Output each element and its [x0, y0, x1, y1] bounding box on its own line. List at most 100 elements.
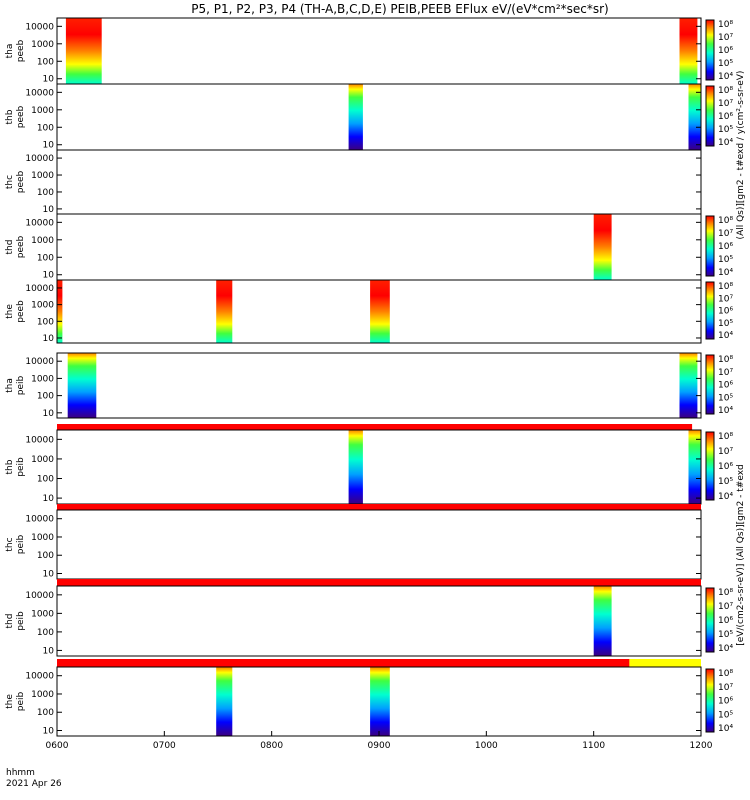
spectrogram-segment	[348, 430, 363, 504]
colorbar-units-peib: [eV/(cm2-s-sr-eV)] (All Qs)][gm2 - t#exd	[736, 464, 746, 646]
y-tick-label: 100	[37, 475, 54, 485]
colorbar-tick-label: 10⁵	[718, 125, 733, 135]
colorbar-tick-label: 10⁶	[718, 112, 733, 122]
panel-frame	[56, 429, 702, 505]
panel-thb_peib: 10000 1000 100 10 thb peib 10⁸ 10⁷ 10⁶ 10⁵ 10⁴	[5, 429, 733, 510]
panel-the_peib: 10000 1000 100 10 the peib 10⁸ 10⁷ 10⁶ 10⁵ 10⁴	[5, 666, 733, 737]
colorbar	[705, 354, 715, 415]
colorbar-tick-label: 10⁶	[718, 46, 733, 56]
y-tick-label: 10000	[25, 515, 54, 525]
colorbar-tick-label: 10⁵	[718, 710, 733, 720]
y-tick-label: 10	[43, 75, 55, 85]
colorbar-tick-label: 10⁴	[718, 406, 733, 416]
panel-tha_peeb: 10000 1000 100 10 tha peeb 10⁸ 10⁷ 10⁶ 10⁵ 10⁴	[5, 17, 733, 85]
colorbar-tick-label: 10⁷	[718, 229, 733, 239]
panel-type-label: peeb	[16, 105, 26, 128]
spectrogram-segment	[688, 84, 701, 150]
colorbar-tick-label: 10⁷	[718, 33, 733, 43]
colorbar-tick-label: 10⁵	[718, 393, 733, 403]
panel-probe-label: thd	[5, 614, 15, 629]
y-tick-label: 10000	[25, 22, 54, 32]
spectrogram-segment	[370, 280, 390, 343]
y-tick-label: 10000	[25, 218, 54, 228]
colorbar-tick-label: 10⁵	[718, 630, 733, 640]
y-tick-label: 1000	[31, 374, 54, 384]
spectrogram-segment	[593, 214, 612, 280]
y-tick-label: 10000	[25, 672, 54, 682]
x-tick-label: 1200	[690, 741, 713, 751]
colorbar-tick-label: 10⁴	[718, 72, 733, 82]
colorbar-tick-label: 10⁴	[718, 644, 733, 654]
panel-frame	[56, 83, 702, 151]
panel-tha_peib: 10000 1000 100 10 tha peib 10⁸ 10⁷ 10⁶ 10⁵ 10⁴	[5, 352, 733, 430]
panel-type-label: peeb	[16, 170, 26, 193]
time-axis-unit-label: hhmm	[6, 768, 35, 778]
colorbar	[705, 281, 715, 340]
panel-frame	[56, 279, 702, 344]
spectrogram-segment	[57, 280, 63, 343]
y-tick-label: 10	[43, 494, 55, 504]
spectrogram-segment	[688, 430, 701, 504]
y-tick-label: 1000	[31, 236, 54, 246]
spectrogram-segment	[216, 280, 233, 343]
y-tick-label: 1000	[31, 609, 54, 619]
mode-bar-segment	[57, 659, 630, 667]
spectrogram-segment	[67, 353, 97, 418]
mode-bar-segment	[57, 579, 701, 586]
y-tick-label: 100	[37, 551, 54, 561]
colorbar-tick-label: 10⁵	[718, 319, 733, 329]
colorbar-tick-label: 10⁶	[718, 697, 733, 707]
x-tick-label: 1000	[475, 741, 498, 751]
y-tick-label: 10000	[25, 435, 54, 445]
spectrogram-segment	[370, 667, 390, 736]
colorbar-tick-label: 10⁶	[718, 242, 733, 252]
spectrogram-segment	[593, 586, 612, 656]
panel-probe-label: thc	[5, 175, 15, 189]
colorbar	[705, 668, 715, 733]
panel-type-label: peeb	[16, 235, 26, 258]
colorbar-tick-label: 10⁷	[718, 602, 733, 612]
colorbar-tick-label: 10⁴	[718, 331, 733, 341]
panel-type-label: peib	[16, 457, 26, 477]
panel-thd_peib: 10000 1000 100 10 thd peib 10⁸ 10⁷ 10⁶ 10⁵ 10⁴	[5, 585, 733, 667]
panel-thb_peeb: 10000 1000 100 10 thb peeb 10⁸ 10⁷ 10⁶ 10⁵ 10⁴	[5, 83, 733, 151]
colorbar-tick-label: 10⁴	[718, 268, 733, 278]
panel-probe-label: thb	[5, 459, 15, 474]
y-tick-label: 10000	[25, 88, 54, 98]
time-axis-date-label: 2021 Apr 26	[6, 779, 62, 789]
y-tick-label: 10	[43, 409, 55, 419]
y-tick-label: 10	[43, 727, 55, 737]
colorbar-tick-label: 10⁴	[718, 724, 733, 734]
panel-probe-label: thd	[5, 240, 15, 255]
colorbar-tick-label: 10⁵	[718, 255, 733, 265]
colorbar-tick-label: 10⁶	[718, 307, 733, 317]
panel-type-label: peib	[16, 691, 26, 711]
x-tick-label: 0800	[260, 741, 283, 751]
y-tick-label: 100	[37, 188, 54, 198]
panels-group: 10000 1000 100 10 tha peeb 10⁸ 10⁷ 10⁶ 10⁵ 10⁴ 1000…	[5, 17, 733, 737]
panel-probe-label: the	[5, 304, 15, 319]
colorbar-tick-label: 10⁷	[718, 683, 733, 693]
mode-bar-segment	[57, 424, 693, 430]
spectrogram-segment	[679, 18, 698, 84]
y-tick-label: 1000	[31, 455, 54, 465]
colorbar-tick-label: 10⁶	[718, 616, 733, 626]
y-tick-label: 10000	[25, 154, 54, 164]
y-tick-label: 10	[43, 271, 55, 281]
panel-frame	[56, 149, 702, 215]
panel-probe-label: tha	[5, 44, 15, 59]
time-axis: 0600 0700 0800 0900 1000 1100 1200	[46, 731, 713, 751]
colorbar-tick-label: 10⁵	[718, 59, 733, 69]
panel-frame	[56, 585, 702, 657]
panel-frame	[56, 352, 702, 419]
y-tick-label: 10	[43, 570, 55, 580]
panel-probe-label: thc	[5, 537, 15, 551]
y-tick-label: 10	[43, 334, 55, 344]
y-tick-label: 100	[37, 253, 54, 263]
colorbar-tick-label: 10⁷	[718, 99, 733, 109]
y-tick-label: 10000	[25, 357, 54, 367]
panel-frame	[56, 17, 702, 85]
colorbar-tick-label: 10⁷	[718, 368, 733, 378]
colorbar-tick-label: 10⁸	[718, 669, 733, 679]
